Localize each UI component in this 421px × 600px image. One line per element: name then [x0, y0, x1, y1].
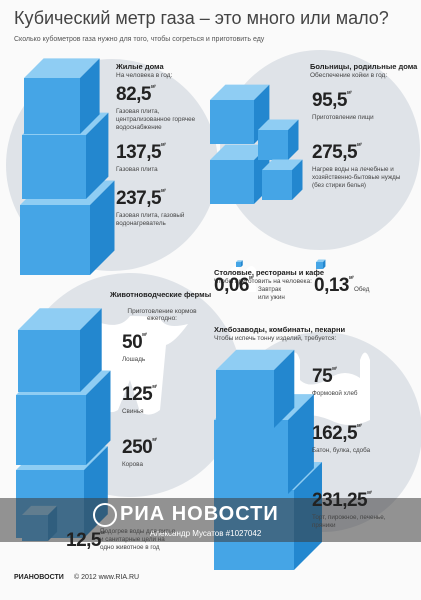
footer-logo: РИАНОВОСТИ: [14, 574, 64, 581]
cube-face: [262, 159, 303, 170]
item-label: Свинья: [122, 408, 144, 415]
item-label: Корова: [122, 461, 143, 468]
cube-face: [18, 308, 102, 330]
cube-face: [20, 205, 90, 275]
cube-face: [258, 119, 299, 130]
cube-face: [18, 330, 80, 392]
watermark-band: [0, 498, 421, 542]
cube-face: [210, 144, 270, 160]
section-subtitle: На человека в год:: [116, 72, 173, 79]
item-label: Обед: [354, 286, 370, 293]
value: 0,13м³: [314, 275, 354, 296]
unit: м³: [367, 490, 372, 496]
unit: м³: [161, 188, 166, 194]
section-subtitle: Чтобы приготовить на человека:: [214, 278, 312, 285]
value: 275,5м³: [312, 142, 362, 163]
unit: м³: [142, 332, 147, 338]
subtitle: Сколько кубометров газа нужно для того, …: [14, 36, 265, 43]
cube-face: [210, 160, 254, 204]
item-label: Подогрев воды для питья и санитарные цел…: [100, 528, 176, 551]
value: 231,25м³: [312, 490, 372, 511]
item-label: Завтрак или ужин: [258, 286, 285, 301]
item-label: Батон, булка, сдоба: [312, 447, 371, 454]
value: 95,5м³: [312, 90, 352, 111]
unit: м³: [348, 275, 354, 281]
section-subtitle: Чтобы испечь тонну изделий, требуется:: [214, 335, 337, 342]
value: 82,5м³: [116, 84, 156, 105]
unit: м³: [357, 142, 362, 148]
cube-face: [24, 58, 100, 78]
cube-face: [316, 259, 326, 262]
value: 250м³: [122, 437, 157, 458]
cube-face: [288, 394, 314, 494]
value: 75м³: [312, 366, 337, 387]
cube-face: [210, 84, 270, 100]
cube-face: [292, 159, 303, 200]
item-label: Газовая плита, газовый водонагреватель: [116, 212, 185, 227]
cube-face: [80, 58, 100, 134]
cube-face: [258, 130, 288, 160]
section-title: Хлебозаводы, комбинаты, пекарни: [214, 325, 346, 334]
cube-face: [288, 119, 299, 160]
value: 12,5м³: [66, 530, 106, 551]
item-label: Приготовление пищи: [312, 114, 374, 121]
value: 137,5м³: [116, 142, 166, 163]
section-title: Жилые дома: [116, 62, 164, 71]
unit: м³: [152, 384, 157, 390]
cube-face: [236, 260, 243, 262]
watermark-author: Александр Мусатов #1027042: [150, 529, 262, 538]
unit: м³: [346, 90, 352, 96]
value: 0,06м³: [214, 275, 254, 296]
cube-face: [24, 78, 80, 134]
cube-face: [274, 349, 295, 428]
unit: м³: [152, 437, 157, 443]
cube-face: [86, 112, 109, 199]
section-title: Столовые, рестораны и кафе: [214, 268, 324, 277]
item-label: Торт, пирожное, печенье, пряники: [312, 514, 386, 529]
unit: м³: [332, 366, 337, 372]
section-subtitle: Обеспечение койки в год:: [310, 72, 388, 79]
cube-face: [90, 180, 115, 275]
unit: м³: [357, 423, 362, 429]
title: Кубический метр газа – это много или мал…: [14, 8, 389, 28]
cube-face: [262, 170, 292, 200]
item-label: Лошадь: [122, 356, 146, 363]
cube-face: [86, 370, 111, 465]
cow-icon: [92, 316, 188, 415]
cube-face: [16, 395, 86, 465]
cube-face: [216, 349, 295, 370]
cube-face: [80, 308, 102, 392]
value: 162,5м³: [312, 423, 362, 444]
cube-face: [210, 100, 254, 144]
item-label: Газовая плита, централизованное горячее …: [116, 108, 196, 131]
unit: м³: [248, 275, 254, 281]
value: 237,5м³: [116, 188, 166, 209]
unit: м³: [100, 530, 106, 536]
item-label: Формовой хлеб: [312, 390, 358, 397]
cube-face: [316, 262, 323, 269]
watermark-brand: РИА НОВОСТИ: [120, 503, 279, 525]
cutlery-icon: [230, 266, 256, 292]
cube-face: [216, 370, 274, 428]
cube-face: [236, 262, 241, 267]
section-title: Животноводческие фермы: [110, 290, 212, 299]
item-label: Нагрев воды на лечебные и хозяйственно-б…: [312, 166, 401, 189]
value: 125м³: [122, 384, 157, 405]
cube-face: [22, 135, 86, 199]
item-label: Газовая плита: [116, 166, 158, 173]
value: 50м³: [122, 332, 147, 353]
section-subtitle: Приготовление кормов ежегодно:: [127, 308, 197, 322]
watermark-logo: [93, 503, 117, 527]
unit: м³: [161, 142, 166, 148]
footer-copyright: © 2012 www.RIA.RU: [74, 574, 140, 581]
cube-face: [323, 259, 326, 269]
section-title: Больницы, родильные дома: [310, 62, 418, 71]
unit: м³: [150, 84, 156, 90]
cube-face: [214, 420, 288, 494]
cube-face: [241, 260, 243, 267]
